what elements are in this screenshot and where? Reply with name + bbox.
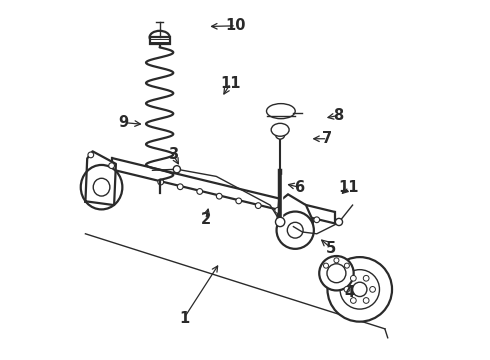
Circle shape <box>363 298 369 303</box>
Circle shape <box>363 275 369 281</box>
Text: 8: 8 <box>333 108 343 123</box>
Polygon shape <box>85 151 116 205</box>
Ellipse shape <box>149 31 170 44</box>
Circle shape <box>334 258 339 263</box>
Text: 7: 7 <box>322 131 333 146</box>
Circle shape <box>236 198 242 204</box>
Circle shape <box>275 217 285 226</box>
Text: 6: 6 <box>294 180 304 195</box>
Polygon shape <box>277 194 313 246</box>
Text: 9: 9 <box>119 115 129 130</box>
Circle shape <box>319 256 354 291</box>
Circle shape <box>217 193 222 199</box>
Ellipse shape <box>93 178 110 196</box>
Text: 3: 3 <box>168 147 178 162</box>
Circle shape <box>350 298 356 303</box>
Circle shape <box>335 219 343 226</box>
Circle shape <box>275 130 285 139</box>
Circle shape <box>88 152 94 158</box>
Circle shape <box>173 166 180 173</box>
Circle shape <box>287 222 303 238</box>
Circle shape <box>177 184 183 190</box>
Circle shape <box>255 203 261 208</box>
Text: 11: 11 <box>220 76 241 91</box>
Circle shape <box>327 257 392 321</box>
Polygon shape <box>112 158 335 224</box>
Circle shape <box>323 263 328 268</box>
Circle shape <box>353 282 367 297</box>
Circle shape <box>158 179 164 185</box>
Polygon shape <box>149 37 170 44</box>
Circle shape <box>340 270 379 309</box>
Text: 2: 2 <box>200 212 211 227</box>
Circle shape <box>344 287 350 292</box>
Circle shape <box>109 163 115 168</box>
Ellipse shape <box>81 165 122 210</box>
Text: 10: 10 <box>226 18 246 33</box>
Circle shape <box>275 207 281 213</box>
Text: 1: 1 <box>179 311 189 325</box>
Circle shape <box>276 212 314 249</box>
Circle shape <box>344 263 349 268</box>
Circle shape <box>370 287 375 292</box>
Text: 4: 4 <box>344 285 354 301</box>
Circle shape <box>197 189 202 194</box>
Ellipse shape <box>271 123 289 136</box>
Text: 5: 5 <box>326 240 336 256</box>
Circle shape <box>327 264 346 283</box>
Ellipse shape <box>267 104 295 119</box>
Circle shape <box>314 217 319 222</box>
Circle shape <box>294 212 300 218</box>
Circle shape <box>350 275 356 281</box>
Text: 11: 11 <box>339 180 359 195</box>
